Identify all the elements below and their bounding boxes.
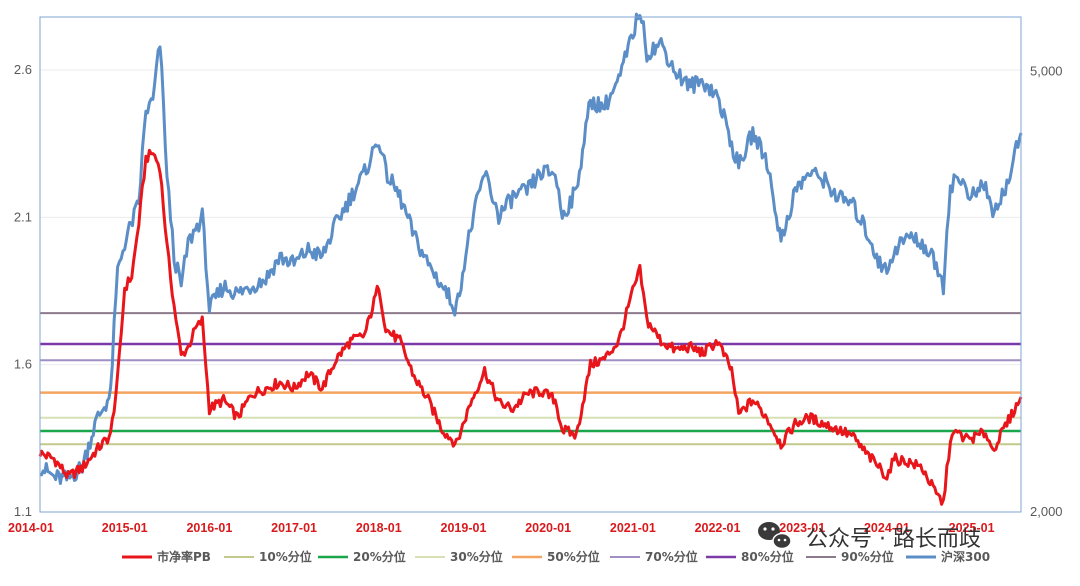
x-tick-label: 2020-01 <box>525 521 571 535</box>
right-tick-label: 2,000 <box>1030 504 1063 519</box>
legend-label: 90%分位 <box>841 549 894 564</box>
legend-label: 市净率PB <box>157 549 211 564</box>
left-axis-ticks: 1.1 1.6 2.1 2.6 <box>14 62 32 519</box>
plot-background <box>40 17 1021 512</box>
legend-label: 20%分位 <box>353 549 406 564</box>
x-tick-label: 2024-01 <box>864 521 910 535</box>
left-tick-label: 1.6 <box>14 357 32 372</box>
watermark: 公众号 · 路长而歧 <box>758 522 981 552</box>
right-tick-label: 5,000 <box>1030 63 1063 78</box>
legend-label: 80%分位 <box>741 549 794 564</box>
watermark-text: 公众号 · 路长而歧 <box>806 527 981 552</box>
legend-label: 70%分位 <box>645 549 698 564</box>
x-tick-label: 2019-01 <box>441 521 487 535</box>
x-tick-label: 2018-01 <box>356 521 402 535</box>
legend-label: 30%分位 <box>450 549 503 564</box>
x-tick-label: 2015-01 <box>102 521 148 535</box>
wechat-icon <box>758 522 792 550</box>
series-line <box>38 148 1023 506</box>
right-axis-ticks: 2,000 5,000 <box>1030 63 1063 519</box>
x-tick-label: 2021-01 <box>610 521 656 535</box>
x-tick-label: 2016-01 <box>186 521 232 535</box>
reference-lines <box>40 312 1021 446</box>
legend-label: 10%分位 <box>259 549 312 564</box>
left-tick-label: 2.6 <box>14 62 32 77</box>
legend-label: 50%分位 <box>547 549 600 564</box>
left-tick-label: 1.1 <box>14 504 32 519</box>
legend-label: 沪深300 <box>941 549 990 564</box>
plot-border <box>39 16 1022 513</box>
x-tick-label: 2023-01 <box>779 521 825 535</box>
x-tick-label: 2025-01 <box>949 521 995 535</box>
series-lines <box>38 12 1023 506</box>
x-tick-label: 2014-01 <box>8 521 54 535</box>
x-tick-label: 2017-01 <box>271 521 317 535</box>
x-axis-ticks: 2014-01 2015-01 2016-01 2017-01 2018-01 2019-… <box>8 521 995 535</box>
left-tick-label: 2.1 <box>14 209 32 224</box>
series-line <box>39 12 1023 485</box>
x-tick-label: 2022-01 <box>695 521 741 535</box>
legend: 市净率PB 10%分位 20%分位 30%分位 50%分位 70%分位 80%分位 90%分位… <box>122 549 990 564</box>
